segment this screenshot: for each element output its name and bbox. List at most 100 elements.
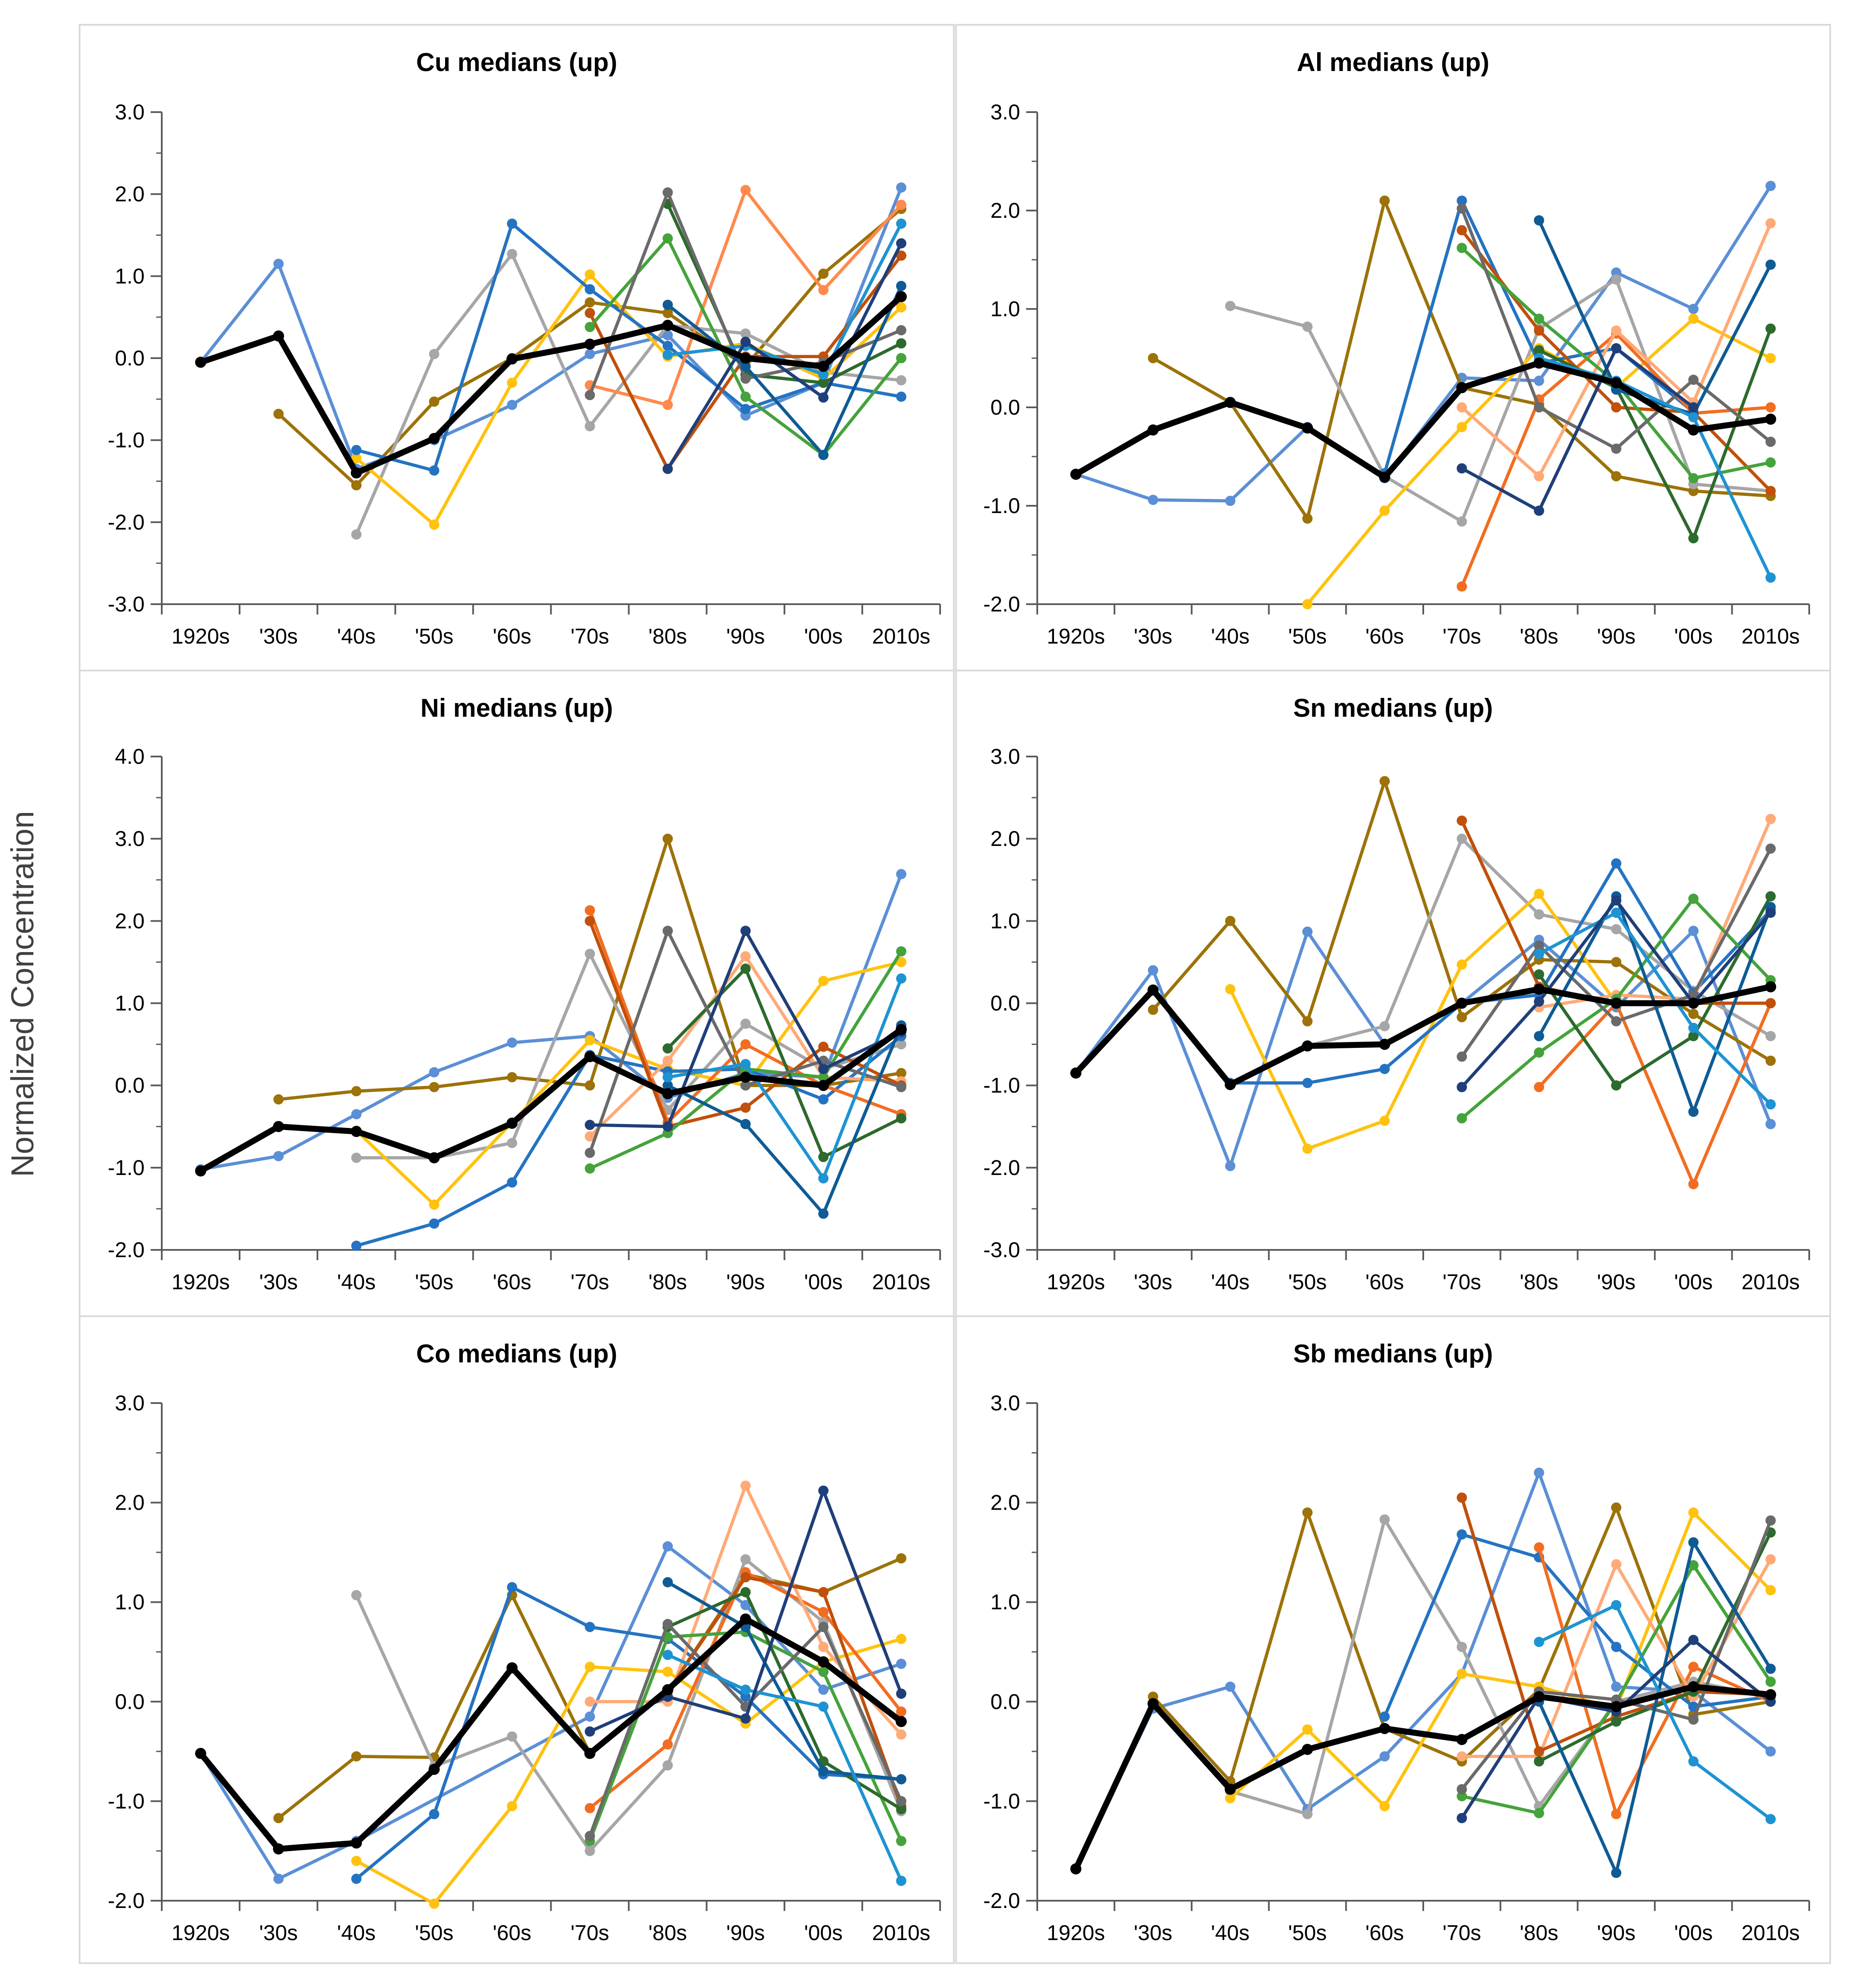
series-line — [1537, 1603, 1772, 1821]
data-point — [662, 341, 673, 351]
x-tick-label: '00s — [1674, 624, 1713, 648]
chart-title: Co medians (up) — [416, 1339, 617, 1368]
data-point — [896, 1774, 907, 1785]
data-point — [1534, 505, 1544, 516]
data-point — [1688, 314, 1699, 324]
data-point — [1611, 1502, 1621, 1513]
data-point — [1302, 599, 1313, 609]
data-point — [585, 421, 595, 432]
median-line — [197, 1616, 905, 1852]
data-point — [1765, 1676, 1776, 1687]
data-point — [1534, 949, 1544, 959]
data-point — [585, 1803, 595, 1813]
data-point — [1225, 984, 1235, 994]
data-point — [662, 1043, 673, 1054]
data-point — [1534, 909, 1544, 920]
data-point — [662, 1667, 673, 1677]
data-point — [1688, 402, 1699, 412]
chart-title: Cu medians (up) — [416, 48, 617, 77]
x-tick-label: '90s — [1597, 1270, 1635, 1294]
data-point — [740, 926, 751, 936]
data-point — [662, 187, 673, 198]
data-point — [1765, 1119, 1776, 1129]
median-point — [1147, 984, 1159, 996]
x-tick-label: 1920s — [172, 1270, 230, 1294]
data-point — [1379, 1021, 1390, 1032]
data-point — [585, 1846, 595, 1856]
data-point — [1765, 218, 1776, 228]
chart-panel-6: Sb medians (up) 3.0 2.0 1.0 0.0 -1.0 -2.0 1920s… — [955, 1315, 1831, 1964]
data-point — [1225, 496, 1235, 506]
data-point — [507, 400, 517, 410]
data-point — [507, 1072, 517, 1083]
series-s15 — [1457, 218, 1776, 481]
x-tick-label: '60s — [493, 624, 531, 648]
data-point — [1534, 996, 1544, 1007]
series-s10 — [1534, 891, 1776, 1091]
data-point — [896, 946, 907, 957]
series-median — [1070, 1681, 1776, 1875]
data-point — [1765, 1515, 1776, 1526]
data-point — [1611, 1716, 1621, 1727]
data-point — [1611, 343, 1621, 353]
data-point — [1534, 1047, 1544, 1058]
y-tick-label: 2.0 — [115, 1491, 145, 1515]
median-line — [1073, 984, 1774, 1088]
data-point — [896, 1804, 907, 1814]
x-tick-label: '30s — [1134, 1921, 1172, 1945]
y-tick-label: -1.0 — [983, 494, 1020, 518]
data-point — [662, 1541, 673, 1552]
data-point — [818, 976, 829, 986]
data-point — [818, 1151, 829, 1162]
data-point — [818, 377, 829, 388]
data-point — [507, 1177, 517, 1188]
data-point — [1534, 471, 1544, 481]
series-s14 — [1457, 343, 1699, 516]
median-point — [896, 291, 907, 303]
series-s12 — [662, 281, 907, 460]
data-point — [585, 322, 595, 332]
data-point — [1688, 1023, 1699, 1033]
x-tick-label: '30s — [259, 1921, 298, 1945]
y-tick-label: 1.0 — [115, 1590, 145, 1614]
y-tick-label: -2.0 — [983, 1156, 1020, 1180]
chart-title: Al medians (up) — [1297, 48, 1489, 77]
chart-panel-2: Al medians (up) 3.0 2.0 1.0 0.0 -1.0 -2.0 1920s… — [955, 24, 1831, 671]
x-tick-label: '90s — [1597, 1921, 1635, 1945]
median-point — [896, 1716, 907, 1727]
data-point — [585, 297, 595, 308]
data-point — [507, 249, 517, 259]
data-point — [1225, 1793, 1235, 1804]
data-point — [740, 1018, 751, 1029]
x-tick-label: '50s — [415, 1270, 454, 1294]
x-tick-label: '60s — [493, 1921, 531, 1945]
data-point — [662, 1577, 673, 1587]
median-point — [1070, 1863, 1082, 1875]
median-point — [1070, 469, 1082, 480]
data-point — [896, 1729, 907, 1740]
data-point — [1379, 1801, 1390, 1811]
median-point — [1765, 413, 1776, 425]
y-tick-label: 0.0 — [115, 346, 145, 370]
data-point — [507, 1037, 517, 1048]
data-point — [1688, 1560, 1699, 1571]
data-point — [1688, 412, 1699, 422]
x-tick-label: '60s — [1365, 624, 1404, 648]
series-line — [1537, 356, 1772, 579]
y-tick-label: -2.0 — [108, 1238, 145, 1262]
data-point — [585, 916, 595, 926]
chart-panel-1: Cu medians (up) 3.0 2.0 1.0 0.0 -1.0 -2.0 -3.0 1… — [79, 24, 955, 671]
median-point — [818, 1656, 829, 1668]
median-point — [1302, 422, 1313, 434]
data-point — [1688, 1009, 1699, 1019]
data-point — [1688, 1507, 1699, 1518]
median-point — [1147, 1698, 1159, 1709]
median-point — [195, 1165, 206, 1177]
panel-frame — [79, 24, 955, 671]
data-point — [429, 1199, 439, 1210]
median-point — [1533, 357, 1545, 369]
data-point — [1765, 259, 1776, 270]
median-point — [662, 1088, 674, 1099]
series-line — [1537, 894, 1772, 1087]
x-tick-label: '50s — [415, 1921, 454, 1945]
